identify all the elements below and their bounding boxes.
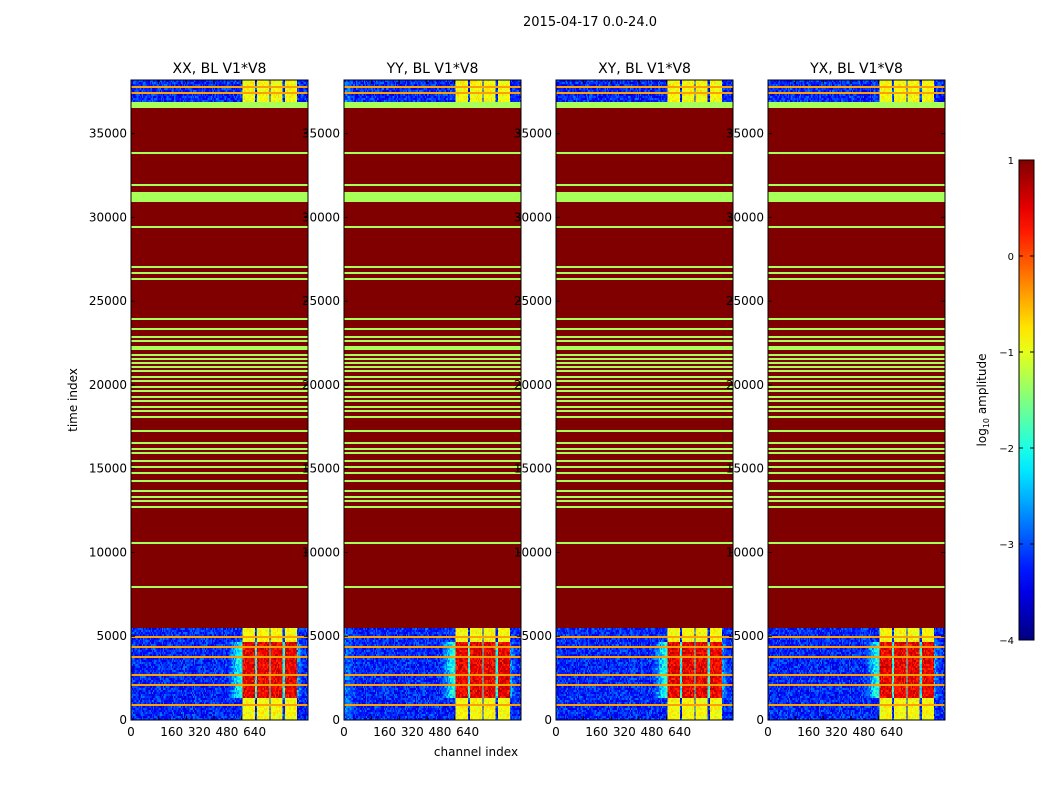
y-tick-label: 30000 — [514, 210, 552, 224]
y-tick-label: 5000 — [733, 629, 764, 643]
y-tick-label: 0 — [756, 713, 764, 727]
panel-frame — [767, 79, 946, 721]
x-tick-label: 0 — [127, 725, 135, 739]
y-tick-label: 35000 — [726, 127, 764, 141]
x-tick-label: 0 — [340, 725, 348, 739]
y-tick-label: 25000 — [302, 294, 340, 308]
x-tick-label: 0 — [552, 725, 560, 739]
y-tick-label: 5000 — [309, 629, 340, 643]
colorbar-tick-label: −2 — [999, 444, 1014, 455]
y-tick-label: 5000 — [521, 629, 552, 643]
heatmap-image — [344, 80, 521, 720]
x-tick-label: 640 — [880, 725, 903, 739]
heatmap-panel: YX, BL V1*V8 0 5000 10000 15000 20000 25000 300… — [726, 61, 946, 739]
heatmap-panel: XY, BL V1*V8 0 5000 10000 15000 20000 25000 300… — [514, 61, 734, 739]
y-tick-label: 10000 — [514, 545, 552, 559]
x-tick-label: 320 — [401, 725, 424, 739]
panel-title: YY, BL V1*V8 — [386, 61, 479, 77]
x-axis-label: channel index — [434, 745, 518, 759]
y-tick-label: 15000 — [302, 462, 340, 476]
x-tick-label: 640 — [456, 725, 479, 739]
panel-frame — [130, 79, 309, 721]
y-tick-label: 10000 — [726, 545, 764, 559]
x-tick-label: 480 — [641, 725, 664, 739]
y-tick-label: 5000 — [96, 629, 127, 643]
panel-title: XY, BL V1*V8 — [598, 61, 691, 77]
x-tick-label: 160 — [585, 725, 608, 739]
colorbar-tick-label: −3 — [999, 540, 1014, 551]
y-tick-label: 30000 — [302, 210, 340, 224]
y-tick-label: 35000 — [514, 127, 552, 141]
colorbar: 1 0 −1 −2 −3 −4 log10 amplitude — [975, 156, 1035, 647]
colorbar-label: log10 amplitude — [975, 354, 991, 447]
heatmap-panel: XX, BL V1*V8 0 5000 10000 15000 20000 25000 300… — [89, 61, 309, 739]
y-tick-label: 25000 — [514, 294, 552, 308]
y-tick-label: 0 — [332, 713, 340, 727]
y-tick-label: 0 — [544, 713, 552, 727]
x-tick-label: 480 — [216, 725, 239, 739]
y-tick-label: 0 — [119, 713, 127, 727]
colorbar-tick-label: 1 — [1008, 156, 1014, 167]
x-tick-label: 320 — [613, 725, 636, 739]
colorbar-tick-label: −1 — [999, 348, 1014, 359]
x-tick-label: 0 — [764, 725, 772, 739]
x-tick-label: 160 — [797, 725, 820, 739]
x-tick-label: 160 — [160, 725, 183, 739]
colorbar-scale — [1018, 159, 1035, 641]
x-tick-label: 320 — [825, 725, 848, 739]
heatmap-image — [556, 80, 733, 720]
colorbar-tick-label: −4 — [999, 636, 1014, 647]
y-tick-label: 25000 — [726, 294, 764, 308]
x-tick-label: 640 — [668, 725, 691, 739]
y-axis-label: time index — [66, 368, 80, 432]
panel-frame — [343, 79, 522, 721]
x-tick-label: 320 — [188, 725, 211, 739]
y-tick-label: 20000 — [726, 378, 764, 392]
y-tick-label: 30000 — [726, 210, 764, 224]
y-tick-label: 30000 — [89, 210, 127, 224]
panel-frame — [555, 79, 734, 721]
x-tick-label: 160 — [373, 725, 396, 739]
y-tick-label: 20000 — [89, 378, 127, 392]
figure-title: 2015-04-17 0.0-24.0 — [523, 15, 657, 30]
y-tick-label: 20000 — [302, 378, 340, 392]
y-tick-label: 35000 — [302, 127, 340, 141]
panel-title: YX, BL V1*V8 — [809, 61, 903, 77]
y-tick-label: 10000 — [89, 545, 127, 559]
y-tick-label: 10000 — [302, 545, 340, 559]
x-tick-label: 480 — [429, 725, 452, 739]
y-tick-label: 15000 — [726, 462, 764, 476]
y-tick-label: 15000 — [89, 462, 127, 476]
heatmap-panels: XX, BL V1*V8 0 5000 10000 15000 20000 25000 300… — [89, 61, 946, 739]
heatmap-panel: YY, BL V1*V8 0 5000 10000 15000 20000 25000 300… — [302, 61, 522, 739]
heatmap-image — [768, 80, 945, 720]
panel-title: XX, BL V1*V8 — [173, 61, 267, 77]
y-tick-label: 25000 — [89, 294, 127, 308]
x-tick-label: 480 — [853, 725, 876, 739]
y-tick-label: 35000 — [89, 127, 127, 141]
colorbar-tick-label: 0 — [1008, 252, 1014, 263]
heatmap-image — [131, 80, 308, 720]
y-tick-label: 20000 — [514, 378, 552, 392]
x-tick-label: 640 — [243, 725, 266, 739]
y-tick-label: 15000 — [514, 462, 552, 476]
